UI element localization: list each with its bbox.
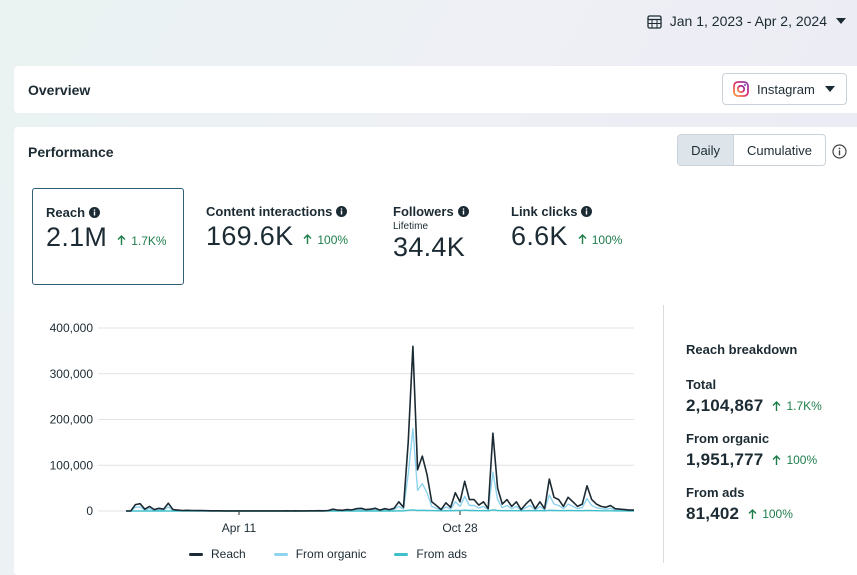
chart-legend: Reach From organic From ads bbox=[189, 547, 467, 561]
breakdown-label: From ads bbox=[686, 485, 745, 500]
chevron-down-icon bbox=[836, 18, 846, 24]
legend-item-reach[interactable]: Reach bbox=[189, 547, 246, 561]
breakdown-total: Total 2,104,867 1.7K% bbox=[686, 377, 856, 416]
arrow-up-icon bbox=[117, 235, 126, 245]
change-value: 100% bbox=[317, 232, 349, 247]
view-toggle: Daily Cumulative bbox=[677, 134, 826, 166]
info-icon[interactable] bbox=[89, 207, 101, 218]
metric-label: Content interactions bbox=[206, 204, 333, 219]
breakdown-value: 2,104,867 bbox=[686, 396, 764, 415]
arrow-up-icon bbox=[772, 454, 781, 465]
metric-content-interactions[interactable]: Content interactions 169.6K 100% bbox=[193, 188, 373, 285]
legend-swatch bbox=[189, 552, 203, 556]
reach-chart: 400,000 300,000 200,000 100,000 0 Apr 11 Oct 2… bbox=[14, 305, 664, 575]
metric-value: 2.1M bbox=[46, 222, 108, 252]
change-value: 100% bbox=[762, 507, 793, 521]
legend-label: From ads bbox=[416, 547, 468, 561]
metric-label: Reach bbox=[46, 205, 86, 220]
y-tick-label: 0 bbox=[86, 504, 93, 518]
info-icon[interactable] bbox=[832, 144, 847, 159]
overview-card: Overview Instagram bbox=[14, 66, 857, 113]
change-indicator: 100% bbox=[578, 232, 623, 247]
info-icon[interactable] bbox=[581, 206, 593, 217]
performance-card: Performance Daily Cumulative Reach 2.1M … bbox=[14, 127, 857, 575]
calendar-icon bbox=[647, 14, 662, 29]
toggle-cumulative[interactable]: Cumulative bbox=[746, 142, 812, 158]
change-indicator: 1.7K% bbox=[772, 399, 822, 413]
y-tick-label: 300,000 bbox=[50, 367, 94, 381]
legend-item-organic[interactable]: From organic bbox=[273, 547, 367, 561]
line-chart: 400,000 300,000 200,000 100,000 0 Apr 11 Oct 2… bbox=[50, 321, 634, 535]
platform-label: Instagram bbox=[757, 81, 815, 97]
x-tick-label: Apr 11 bbox=[222, 521, 257, 535]
change-indicator: 100% bbox=[748, 507, 793, 521]
overview-title: Overview bbox=[28, 82, 91, 98]
breakdown-title: Reach breakdown bbox=[686, 342, 798, 357]
metric-value: 34.4K bbox=[393, 232, 466, 262]
change-value: 1.7K% bbox=[786, 399, 822, 413]
arrow-up-icon bbox=[748, 508, 757, 519]
metric-label: Followers bbox=[393, 204, 454, 219]
breakdown-label: From organic bbox=[686, 431, 770, 446]
reach-breakdown: Reach breakdown Total 2,104,867 1.7K% Fr… bbox=[686, 342, 856, 539]
divider bbox=[663, 305, 664, 563]
y-tick-label: 100,000 bbox=[50, 458, 94, 472]
chevron-down-icon bbox=[825, 86, 835, 92]
toggle-daily[interactable]: Daily bbox=[678, 135, 734, 165]
change-indicator: 100% bbox=[303, 233, 348, 247]
legend-swatch bbox=[273, 552, 288, 556]
metric-label: Link clicks bbox=[511, 204, 578, 219]
breakdown-label: Total bbox=[686, 377, 717, 392]
change-value: 100% bbox=[786, 453, 818, 467]
metric-value: 169.6K bbox=[206, 221, 294, 251]
metric-reach[interactable]: Reach 2.1M 1.7K% bbox=[32, 188, 184, 285]
date-range-label: Jan 1, 2023 - Apr 2, 2024 bbox=[669, 13, 827, 29]
change-indicator: 1.7K% bbox=[117, 233, 167, 248]
arrow-up-icon bbox=[303, 234, 312, 244]
info-icon[interactable] bbox=[336, 206, 348, 217]
series-reach-line bbox=[126, 345, 634, 512]
change-indicator: 100% bbox=[772, 453, 817, 467]
legend-item-ads[interactable]: From ads bbox=[394, 547, 467, 561]
arrow-up-icon bbox=[578, 234, 587, 244]
breakdown-ads: From ads 81,402 100% bbox=[686, 485, 856, 524]
legend-label: Reach bbox=[211, 547, 246, 561]
breakdown-organic: From organic 1,951,777 100% bbox=[686, 431, 856, 470]
instagram-icon bbox=[733, 81, 749, 97]
breakdown-value: 1,951,777 bbox=[686, 450, 764, 469]
breakdown-value: 81,402 bbox=[686, 504, 740, 523]
metric-value: 6.6K bbox=[511, 221, 568, 251]
y-tick-label: 200,000 bbox=[50, 413, 94, 427]
metric-sublabel: Lifetime bbox=[393, 221, 429, 232]
date-range-picker[interactable]: Jan 1, 2023 - Apr 2, 2024 bbox=[647, 13, 847, 29]
change-value: 100% bbox=[591, 232, 623, 247]
y-tick-label: 400,000 bbox=[50, 321, 94, 335]
legend-label: From organic bbox=[295, 547, 367, 561]
metric-followers[interactable]: Followers Lifetime 34.4K bbox=[380, 188, 490, 285]
performance-title: Performance bbox=[28, 144, 114, 160]
x-tick-label: Oct 28 bbox=[442, 521, 478, 535]
info-icon[interactable] bbox=[457, 206, 469, 217]
arrow-up-icon bbox=[772, 400, 781, 411]
legend-swatch bbox=[394, 552, 409, 556]
platform-select[interactable]: Instagram bbox=[722, 73, 847, 105]
metric-link-clicks[interactable]: Link clicks 6.6K 100% bbox=[498, 188, 648, 285]
change-value: 1.7K% bbox=[131, 233, 167, 248]
